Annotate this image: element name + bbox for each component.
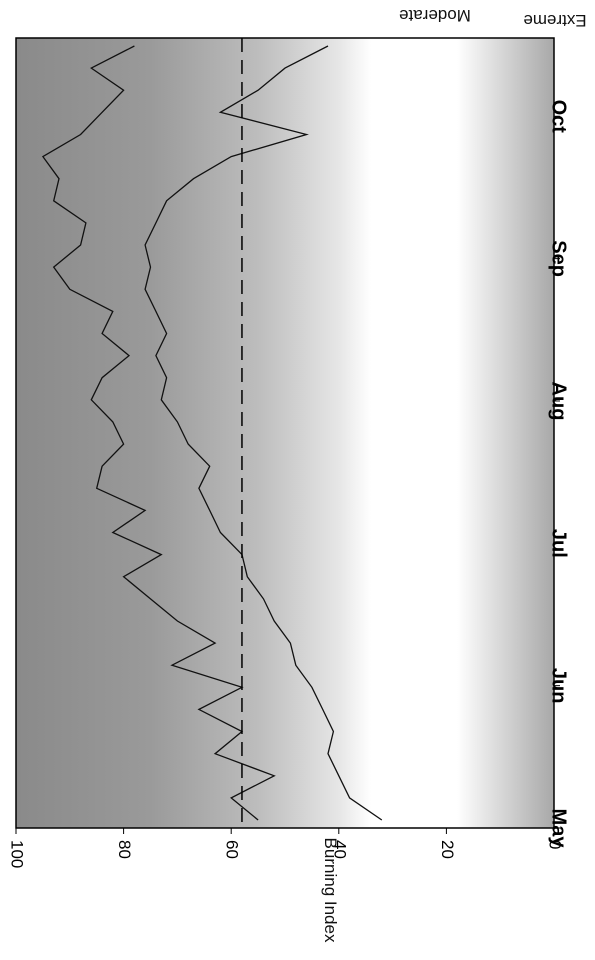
x-tick-label: Oct (547, 100, 569, 134)
zone-label-extreme: Extreme (523, 11, 587, 30)
x-tick-label: May (547, 809, 569, 849)
plot-frame (15, 37, 555, 829)
series-line-1 (41, 45, 276, 821)
zone-label-moderate: Moderate (399, 6, 471, 25)
y-tick-label: 60 (223, 840, 242, 859)
series-layer (41, 45, 383, 821)
plot-background (16, 38, 554, 828)
y-tick-label: 80 (115, 840, 134, 859)
x-tick-label: Jul (547, 529, 569, 558)
y-axis-label: Burning Index (321, 837, 340, 943)
y-tick-label: 20 (438, 840, 457, 859)
y-tick-label: 0 (546, 840, 565, 849)
y-tick-label: 100 (8, 840, 27, 868)
tick-layer: 0 20 40 60 80 100 May Jun Jul Aug Sep Oct (8, 100, 570, 869)
series-line-2 (144, 45, 383, 821)
y-tick-label: 40 (330, 840, 349, 859)
x-tick-label: Jun (547, 668, 569, 704)
x-tick-label: Aug (547, 382, 569, 421)
x-tick-label: Sep (547, 240, 569, 277)
